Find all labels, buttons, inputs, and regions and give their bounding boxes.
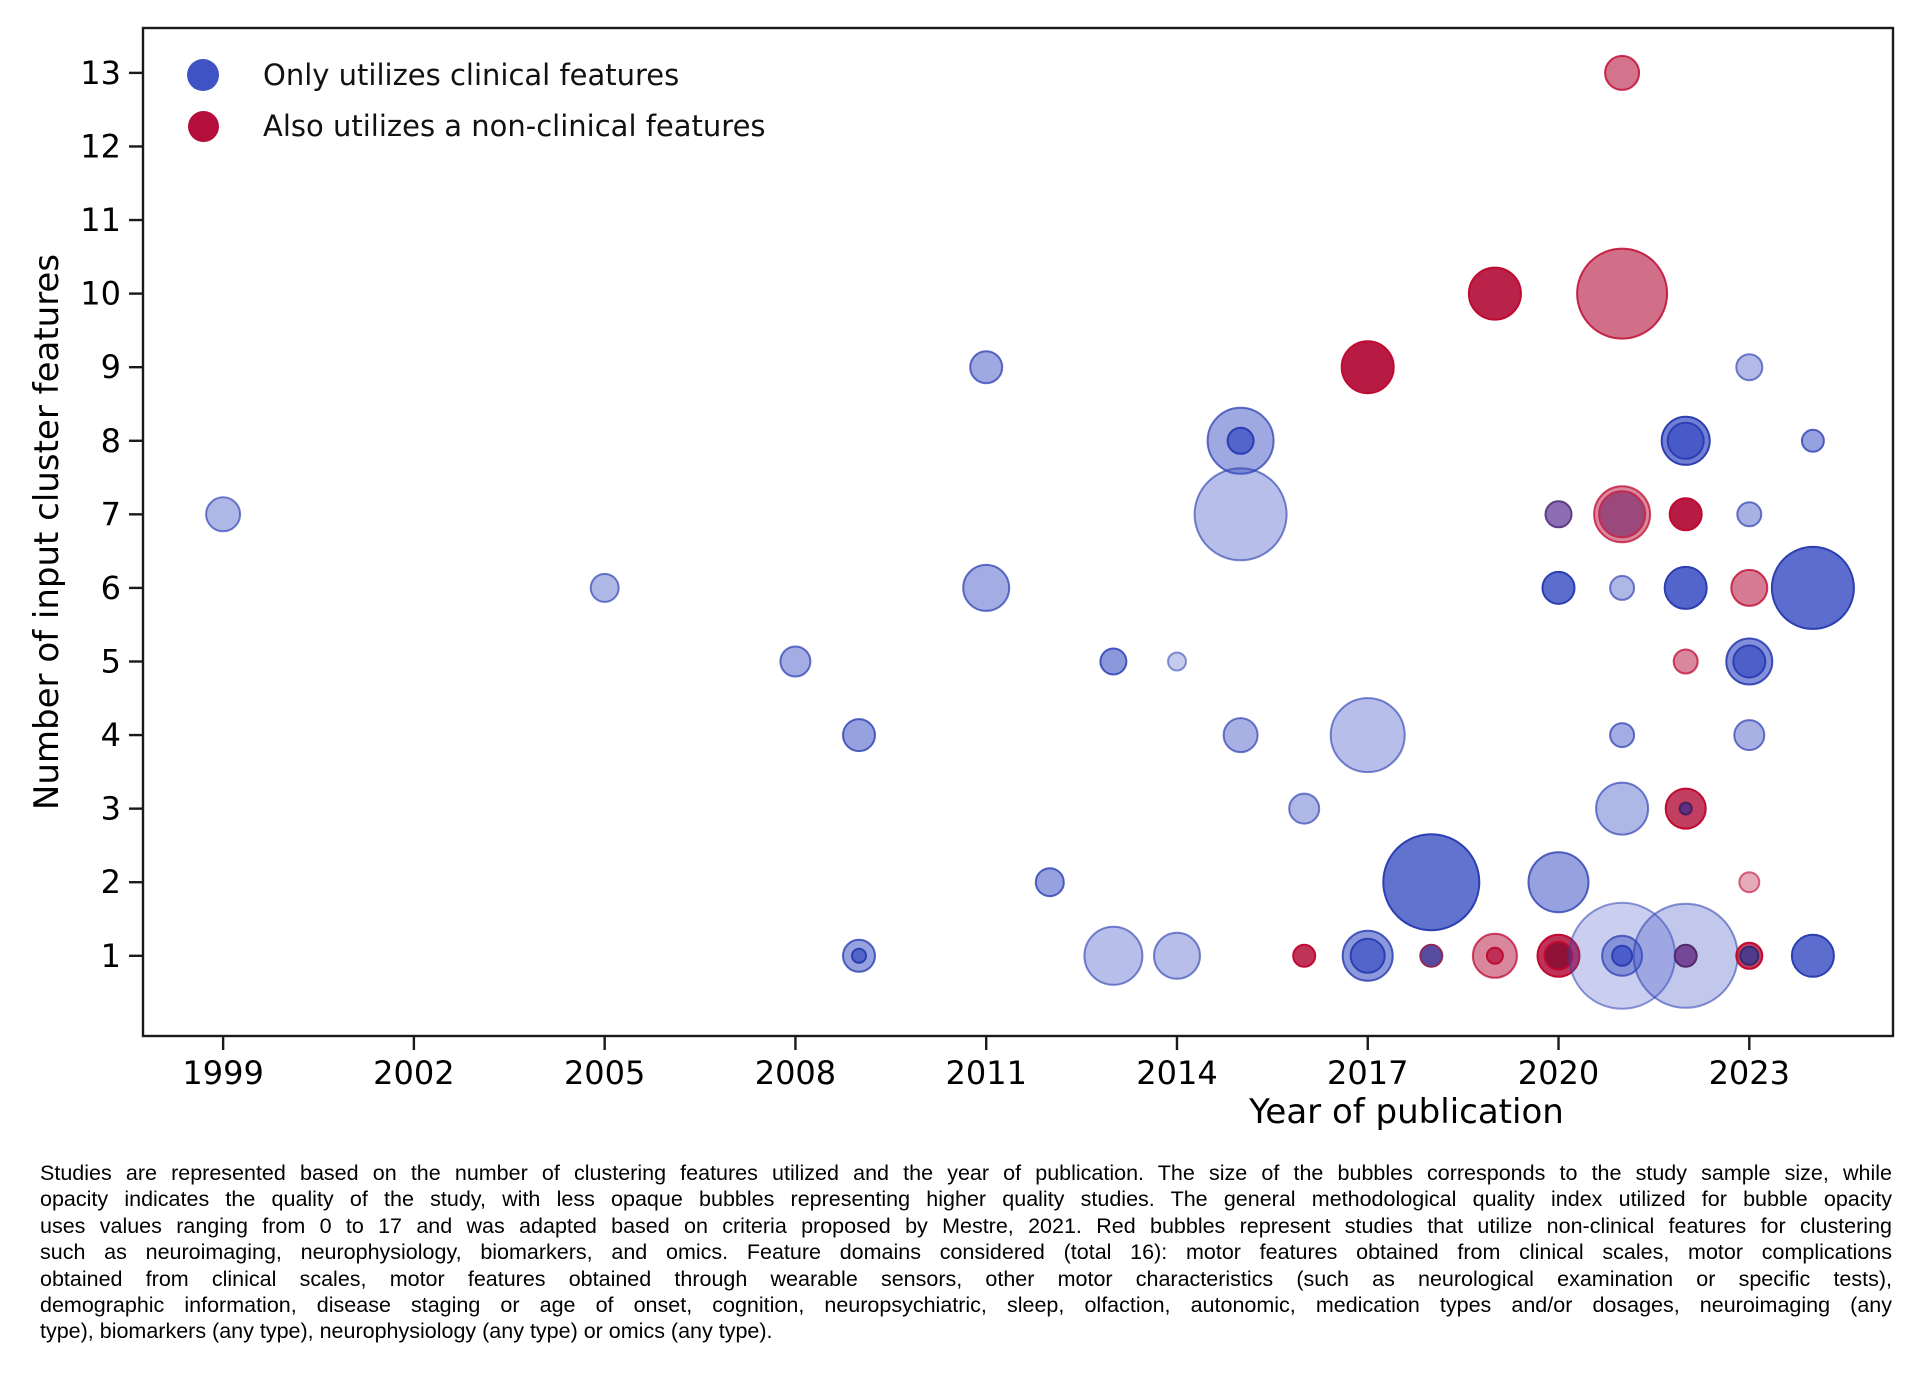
bubble (1222, 717, 1259, 754)
y-tick-label: 8 (101, 422, 121, 460)
caption-line: uses values ranging from 0 to 17 and was… (40, 1213, 1892, 1238)
x-tick-label: 2020 (1518, 1054, 1599, 1092)
bubble (205, 496, 242, 533)
bubble (1663, 565, 1708, 610)
bubble (962, 563, 1011, 612)
nonclinical-legend-dot-icon (188, 110, 219, 142)
bubble (1226, 426, 1255, 455)
x-tick-label: 1999 (182, 1054, 263, 1092)
bubble (1083, 925, 1144, 986)
legend-label-clinical: Only utilizes clinical features (263, 58, 680, 92)
bubble (1193, 467, 1288, 562)
caption-line: obtained from clinical scales, motor fea… (40, 1266, 1892, 1291)
bubble (1419, 943, 1444, 968)
bubble (1604, 54, 1641, 91)
bubble (1739, 945, 1760, 966)
bubble (1543, 940, 1574, 971)
bubble-chart: 1999 2002 2005 2008 2011 2014 2017 2020 20231234… (80, 26, 1895, 1092)
bubble (1527, 851, 1590, 914)
bubble (1611, 944, 1634, 967)
bubble (1595, 781, 1650, 836)
caption-line: opacity indicates the quality of the stu… (40, 1187, 1892, 1212)
bubble (1668, 497, 1703, 532)
x-tick-label: 2002 (373, 1054, 454, 1092)
bubble (1349, 937, 1386, 974)
bubble (1678, 801, 1693, 816)
caption-line: Studies are represented based on the num… (40, 1161, 1892, 1185)
y-tick-label: 7 (101, 495, 121, 533)
y-tick-label: 5 (101, 642, 121, 680)
y-tick-label: 4 (101, 716, 121, 754)
y-tick-label: 13 (80, 54, 121, 92)
bubble (1099, 647, 1128, 676)
bubble (1340, 340, 1395, 395)
bubble (1167, 651, 1187, 672)
x-tick-label: 2005 (564, 1054, 645, 1092)
bubble (842, 718, 876, 753)
bubble (1292, 943, 1317, 968)
legend-item-clinical: Only utilizes clinical features (187, 58, 679, 92)
y-tick-label: 6 (101, 569, 121, 607)
y-tick-label: 1 (101, 937, 121, 975)
y-tick-label: 2 (101, 863, 121, 901)
bubble (1467, 266, 1522, 321)
legend-label-nonclinical: Also utilizes a non-clinical features (263, 109, 766, 143)
x-tick-label: 2008 (755, 1054, 836, 1092)
bubble (1609, 574, 1636, 601)
figure-caption: Studies are represented based on the num… (40, 1160, 1892, 1345)
y-tick-label: 3 (101, 790, 121, 828)
x-tick-label: 2023 (1709, 1054, 1790, 1092)
bubble (851, 947, 867, 964)
caption-line: type), biomarkers (any type), neurophysi… (40, 1319, 773, 1344)
bubble (1730, 568, 1769, 607)
bubble (1153, 931, 1201, 980)
bubble (1738, 871, 1761, 894)
bubble (1790, 933, 1835, 978)
caption-line: demographic information, disease staging… (40, 1293, 1892, 1318)
bubble (1485, 946, 1504, 965)
bubble (1288, 792, 1321, 825)
y-tick-label: 10 (80, 275, 121, 313)
bubble (1770, 545, 1855, 630)
bubble (1329, 697, 1406, 774)
bubble (589, 572, 620, 603)
caption-line: such as neuroimaging, neurophysiology, b… (40, 1240, 1892, 1265)
legend-item-nonclinical: Also utilizes a non-clinical features (188, 109, 766, 143)
bubble (1672, 648, 1699, 675)
bubble (1735, 353, 1764, 382)
y-axis-title: Number of input cluster features (27, 253, 67, 811)
plot-border (141, 26, 1895, 1038)
bubble (1732, 644, 1767, 679)
y-tick-label: 9 (101, 348, 121, 386)
x-axis-title: Year of publication (1249, 1092, 1564, 1132)
bubble (1733, 719, 1766, 752)
bubble (1544, 500, 1573, 529)
bubble (1736, 501, 1763, 528)
bubble (1034, 867, 1065, 898)
bubble (1609, 722, 1636, 749)
bubble (1666, 421, 1705, 460)
bubble (1541, 570, 1576, 605)
y-tick-label: 12 (80, 127, 121, 165)
x-tick-label: 2014 (1136, 1054, 1217, 1092)
bubble (1382, 833, 1481, 932)
bubble (969, 350, 1004, 385)
bubble (1576, 247, 1669, 340)
bubble (1673, 943, 1698, 968)
bubble (779, 645, 812, 678)
x-tick-label: 2017 (1327, 1054, 1408, 1092)
bubble (1598, 490, 1647, 539)
clinical-legend-dot-icon (187, 59, 219, 91)
y-tick-label: 11 (80, 201, 121, 239)
x-tick-label: 2011 (945, 1054, 1026, 1092)
bubble (1800, 428, 1825, 453)
